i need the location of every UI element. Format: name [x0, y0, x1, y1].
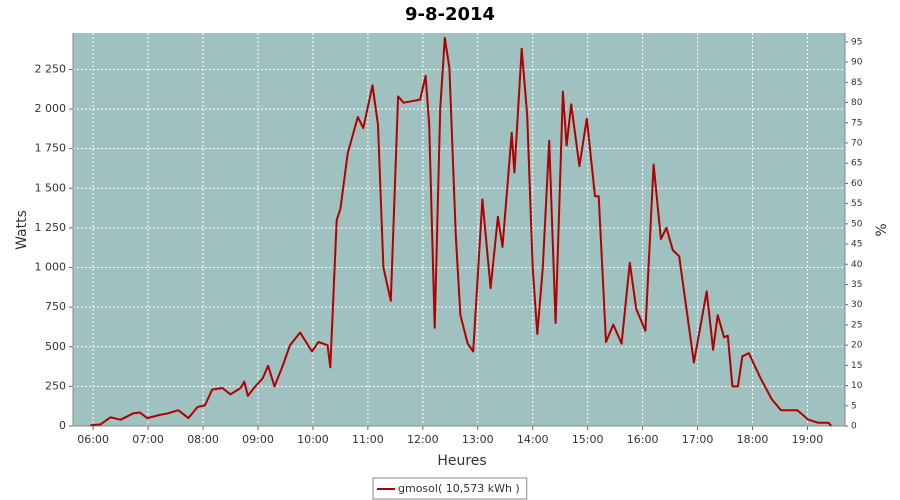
y-tick-label: 750 [45, 300, 66, 313]
x-tick-label: 17:00 [682, 433, 714, 446]
y2-tick-label: 80 [851, 98, 863, 108]
x-tick-label: 12:00 [407, 433, 439, 446]
y2-tick-label: 45 [851, 240, 862, 250]
y-tick-label: 2 000 [35, 102, 67, 115]
y2-tick-label: 20 [851, 341, 863, 351]
y2-tick-label: 60 [851, 179, 863, 189]
x-tick-label: 14:00 [517, 433, 549, 446]
legend-label: gmosol( 10,573 kWh ) [398, 482, 520, 495]
y2-tick-label: 65 [851, 159, 862, 169]
legend-box [372, 477, 528, 500]
y2-tick-label: 0 [851, 422, 857, 432]
x-tick-label: 09:00 [242, 433, 274, 446]
x-tick-label: 10:00 [297, 433, 329, 446]
x-tick-label: 11:00 [352, 433, 384, 446]
y2-axis-title: % [874, 223, 890, 236]
y2-tick-label: 75 [851, 118, 862, 128]
x-tick-label: 16:00 [627, 433, 659, 446]
y-tick-label: 1 000 [35, 261, 67, 274]
plot-area [73, 33, 845, 426]
x-tick-label: 18:00 [737, 433, 769, 446]
y-tick-label: 2 250 [35, 62, 67, 75]
y2-tick-label: 25 [851, 320, 862, 330]
y-tick-label: 1 750 [35, 142, 67, 155]
x-tick-label: 07:00 [132, 433, 164, 446]
y2-tick-label: 70 [851, 138, 863, 148]
y-tick-label: 250 [45, 379, 66, 392]
y2-tick-label: 50 [851, 219, 863, 229]
data-line [90, 36, 833, 427]
x-tick-label: 15:00 [572, 433, 604, 446]
y-axis-title: Watts [14, 210, 30, 250]
y2-tick-label: 95 [851, 37, 862, 47]
y-tick-label: 1 500 [35, 181, 67, 194]
x-tick-label: 19:00 [792, 433, 824, 446]
y2-tick-label: 15 [851, 361, 862, 371]
y-tick-label: 500 [45, 340, 66, 353]
x-tick-label: 06:00 [77, 433, 109, 446]
y2-tick-label: 35 [851, 280, 862, 290]
y2-tick-label: 5 [851, 401, 857, 411]
x-axis-title: Heures [437, 453, 486, 469]
y2-tick-label: 85 [851, 78, 862, 88]
chart-title: 9-8-2014 [405, 4, 495, 25]
y-tick-label: 0 [59, 419, 66, 432]
y2-tick-label: 90 [851, 58, 863, 68]
y2-tick-label: 30 [851, 300, 863, 310]
y2-tick-label: 55 [851, 199, 862, 209]
y2-tick-label: 10 [851, 381, 863, 391]
y-tick-label: 1 250 [35, 221, 67, 234]
x-tick-label: 13:00 [462, 433, 494, 446]
legend: gmosol( 10,573 kWh ) [372, 477, 528, 500]
x-tick-label: 08:00 [187, 433, 219, 446]
y2-tick-label: 40 [851, 260, 863, 270]
